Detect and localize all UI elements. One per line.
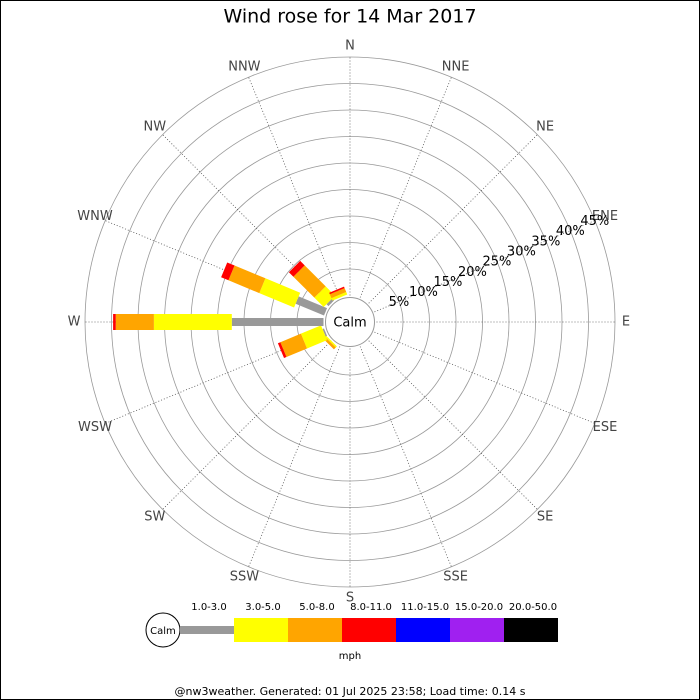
bar-segment: [295, 296, 328, 316]
bar-segment: [221, 262, 235, 281]
legend-label: 3.0-5.0: [245, 602, 280, 613]
bar-segment: [259, 278, 301, 308]
bar-segment: [322, 328, 328, 337]
bar-segment: [300, 325, 328, 349]
grid-ring: [111, 83, 589, 561]
r-tick-label: 45%: [580, 214, 609, 229]
chart-title: Wind rose for 14 Mar 2017: [223, 6, 476, 28]
direction-label: ESE: [593, 420, 618, 435]
calm-label: Calm: [333, 316, 366, 331]
r-tick-label: 5%: [389, 295, 410, 310]
direction-label: W: [68, 315, 81, 330]
r-tick-label: 35%: [531, 234, 560, 249]
spoke: [162, 340, 332, 510]
direction-label: NW: [144, 119, 167, 134]
bar-segment: [331, 292, 348, 301]
legend-label: 1.0-3.0: [191, 602, 226, 613]
direction-label: WNW: [77, 209, 113, 224]
legend-label: 8.0-11.0: [350, 602, 392, 613]
bar-segment: [293, 265, 326, 298]
bar-segment: [324, 335, 337, 348]
bar-segment: [288, 260, 305, 277]
bar-segment: [115, 314, 154, 330]
r-tick-label: 20%: [458, 265, 487, 280]
bar-segment: [314, 286, 336, 308]
legend-label: 5.0-8.0: [299, 602, 334, 613]
spoke: [368, 340, 538, 510]
legend-label: 20.0-50.0: [509, 602, 557, 613]
direction-label: NE: [536, 119, 554, 134]
legend-label: 11.0-15.0: [401, 602, 449, 613]
bar-segment: [153, 314, 232, 330]
direction-label: E: [622, 315, 630, 330]
spoke: [248, 346, 341, 567]
bar-segment: [329, 286, 345, 295]
r-tick-label: 25%: [482, 255, 511, 270]
bar-segment: [329, 288, 347, 299]
r-tick-label: 10%: [409, 285, 438, 300]
direction-label: SE: [537, 510, 553, 525]
legend-title: mph: [339, 651, 361, 662]
bar-segment: [277, 342, 287, 358]
spoke: [374, 331, 595, 424]
legend-swatch: [450, 618, 504, 642]
direction-label: N: [345, 39, 355, 54]
direction-label: ENE: [592, 209, 618, 224]
bar-segment: [231, 318, 324, 326]
direction-label: S: [346, 591, 354, 606]
spoke: [359, 77, 452, 298]
legend-swatch: [504, 618, 558, 642]
footer: @nw3weather. Generated: 01 Jul 2025 23:5…: [175, 685, 526, 698]
legend-swatch: [396, 618, 450, 642]
legend-swatch: [180, 626, 234, 634]
spoke: [248, 77, 341, 298]
legend-swatch: [234, 618, 288, 642]
bar-segment: [326, 298, 335, 307]
legend-swatch: [288, 618, 342, 642]
direction-label: SSW: [230, 569, 260, 584]
direction-label: WSW: [78, 420, 112, 435]
direction-label: NNE: [442, 60, 470, 75]
spoke: [374, 220, 595, 313]
grid-ring: [84, 56, 616, 588]
bar-segment: [228, 265, 266, 294]
r-tick-label: 30%: [507, 245, 536, 260]
legend-swatch: [342, 618, 396, 642]
direction-label: NNW: [228, 60, 260, 75]
calm-circle: [325, 297, 375, 347]
bar-segment: [113, 314, 116, 330]
r-tick-label: 40%: [556, 224, 585, 239]
bar-segment: [280, 333, 308, 357]
legend-label: 15.0-20.0: [455, 602, 503, 613]
r-tick-label: 15%: [433, 275, 462, 290]
direction-label: SSE: [443, 569, 468, 584]
spoke: [368, 134, 538, 304]
direction-label: SW: [144, 510, 165, 525]
spoke: [359, 346, 452, 567]
legend-calm-label: Calm: [150, 626, 176, 637]
